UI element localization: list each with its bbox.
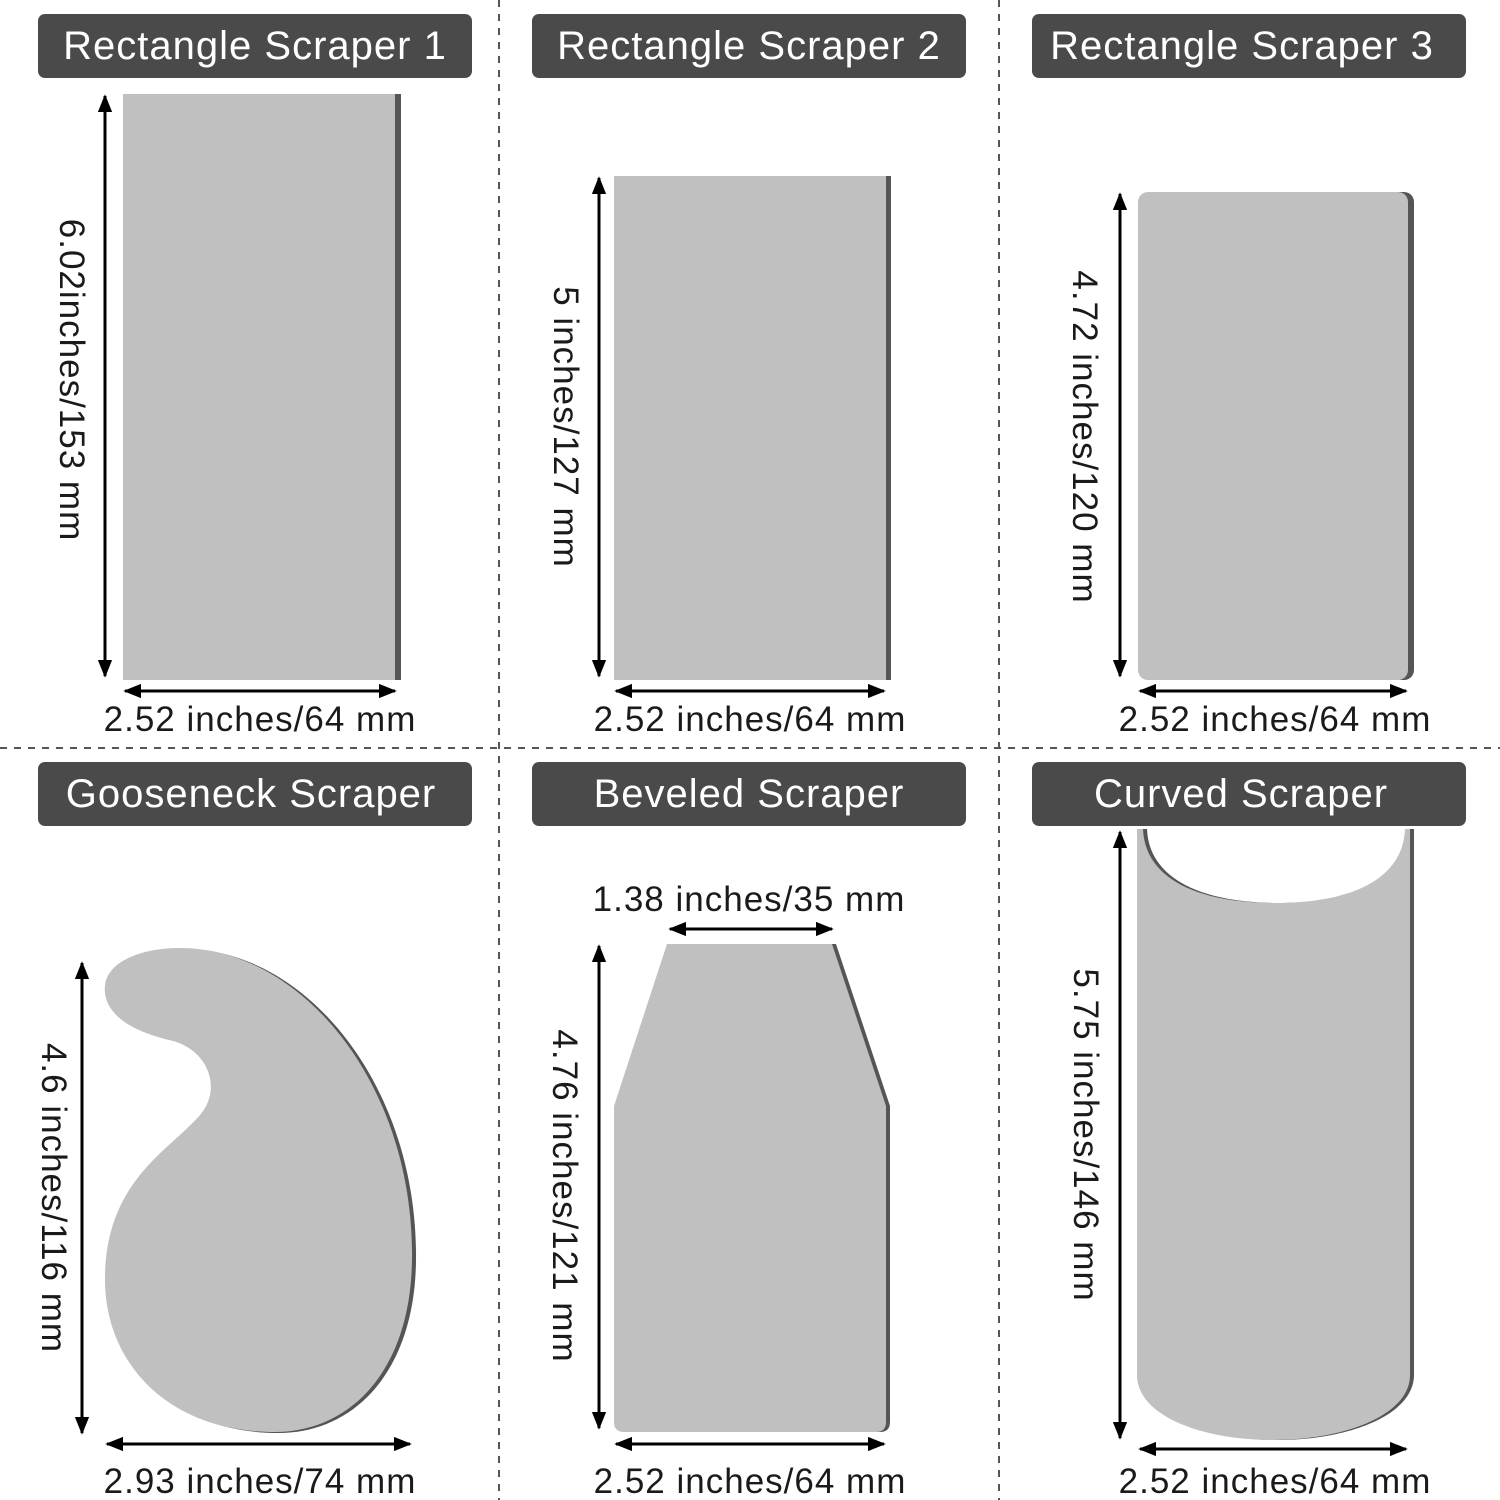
width-label: 2.52 inches/64 mm	[594, 1462, 907, 1500]
panel-title: Rectangle Scraper 1	[63, 24, 447, 68]
title-badge: Beveled Scraper	[532, 762, 966, 826]
scraper-shape	[1138, 192, 1414, 680]
scraper-shape	[104, 948, 417, 1433]
width-label: 2.52 inches/64 mm	[594, 700, 907, 739]
scraper-shape	[614, 176, 891, 680]
panel-title: Rectangle Scraper 3	[1050, 24, 1434, 68]
scraper-shape	[1137, 829, 1414, 1440]
panel-rectangle-scraper-1: Rectangle Scraper 1 6.02inches/153 mm 2.…	[38, 14, 472, 739]
panel-rectangle-scraper-3: Rectangle Scraper 3 4.72 inches/120 mm 2…	[1032, 14, 1466, 739]
title-badge: Rectangle Scraper 3	[1032, 14, 1466, 78]
panel-beveled-scraper: Beveled Scraper 1.38 inches/35 mm 4.76 i…	[532, 762, 966, 1500]
scraper-shape	[123, 94, 401, 680]
width-label: 2.52 inches/64 mm	[1119, 700, 1432, 739]
title-badge: Curved Scraper	[1032, 762, 1466, 826]
height-label: 5.75 inches/146 mm	[1066, 968, 1105, 1301]
panel-title: Curved Scraper	[1094, 772, 1388, 816]
width-label: 2.93 inches/74 mm	[104, 1462, 417, 1500]
height-label: 4.6 inches/116 mm	[34, 1043, 73, 1353]
panel-rectangle-scraper-2: Rectangle Scraper 2 5 inches/127 mm 2.52…	[532, 14, 966, 739]
width-label: 2.52 inches/64 mm	[1119, 1462, 1432, 1500]
width-label: 2.52 inches/64 mm	[104, 700, 417, 739]
top-width-label: 1.38 inches/35 mm	[593, 880, 906, 919]
panel-gooseneck-scraper: Gooseneck Scraper 4.6 inches/116 mm 2.93…	[34, 762, 472, 1500]
panel-curved-scraper: Curved Scraper 5.75 inches/146 mm 2.52 i…	[1032, 762, 1466, 1500]
title-badge: Gooseneck Scraper	[38, 762, 472, 826]
height-label: 4.72 inches/120 mm	[1065, 270, 1104, 603]
height-label: 4.76 inches/121 mm	[545, 1029, 584, 1362]
height-label: 6.02inches/153 mm	[52, 219, 91, 541]
height-label: 5 inches/127 mm	[546, 286, 585, 568]
panel-title: Rectangle Scraper 2	[557, 24, 941, 68]
panel-title: Gooseneck Scraper	[66, 772, 437, 816]
title-badge: Rectangle Scraper 1	[38, 14, 472, 78]
scraper-shape	[614, 944, 890, 1432]
panel-title: Beveled Scraper	[594, 772, 905, 816]
title-badge: Rectangle Scraper 2	[532, 14, 966, 78]
